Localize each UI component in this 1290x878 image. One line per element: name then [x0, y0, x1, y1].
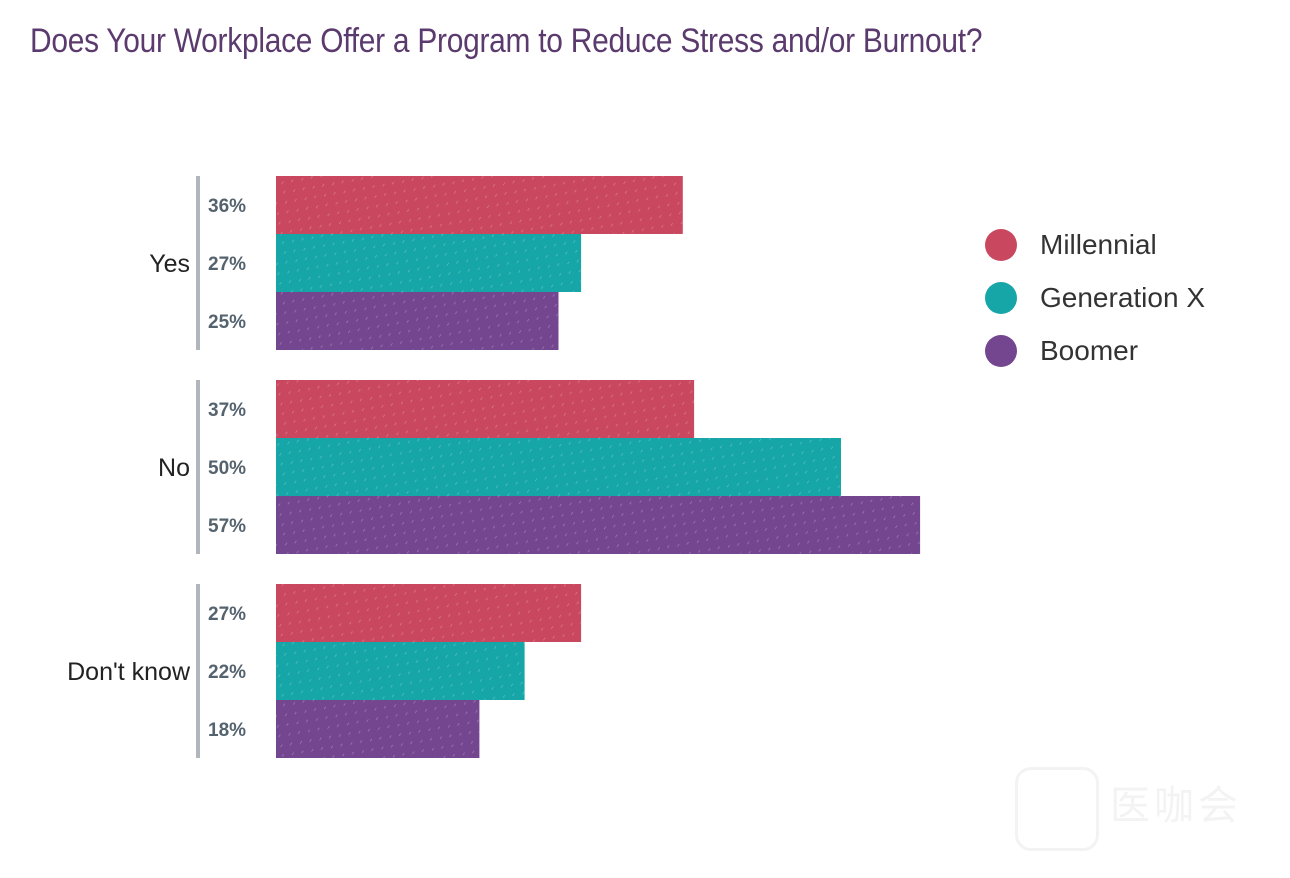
value-label-don-t-know-millennial: 27%	[208, 604, 246, 625]
legend-item-generation-x: Generation X	[985, 271, 1205, 324]
legend: Millennial Generation X Boomer	[985, 218, 1205, 377]
value-label-yes-millennial: 36%	[208, 196, 246, 217]
watermark-text: 医咖会	[1110, 783, 1242, 829]
category-label-don-t-know: Don't know	[67, 658, 191, 686]
bar-texture-no-generation-x	[276, 438, 841, 496]
value-label-no-boomer: 57%	[208, 516, 246, 537]
bar-texture-yes-millennial	[276, 176, 683, 234]
legend-label-generation-x: Generation X	[1040, 281, 1205, 313]
legend-swatch-generation-x	[985, 281, 1017, 314]
bar-texture-yes-generation-x	[276, 234, 582, 292]
legend-swatch-boomer	[985, 334, 1017, 367]
bar-texture-no-millennial	[276, 380, 695, 438]
value-label-yes-boomer: 25%	[208, 312, 246, 333]
bar-texture-don-t-know-boomer	[276, 700, 480, 758]
category-label-no: No	[158, 454, 190, 482]
legend-item-millennial: Millennial	[985, 218, 1205, 271]
value-label-don-t-know-generation-x: 22%	[208, 662, 246, 683]
legend-swatch-millennial	[985, 228, 1017, 261]
chart-title: Does Your Workplace Offer a Program to R…	[30, 22, 983, 60]
legend-label-boomer: Boomer	[1040, 334, 1139, 366]
watermark-logo-icon	[1015, 767, 1099, 851]
category-label-yes: Yes	[149, 250, 190, 278]
legend-item-boomer: Boomer	[985, 324, 1205, 377]
value-label-no-generation-x: 50%	[208, 458, 246, 479]
watermark: 医咖会	[1010, 765, 1250, 851]
value-label-don-t-know-boomer: 18%	[208, 720, 246, 741]
bar-texture-no-boomer	[276, 496, 921, 554]
bar-texture-don-t-know-millennial	[276, 584, 582, 642]
value-label-yes-generation-x: 27%	[208, 254, 246, 275]
value-label-no-millennial: 37%	[208, 400, 246, 421]
legend-label-millennial: Millennial	[1040, 228, 1157, 260]
bar-texture-yes-boomer	[276, 292, 559, 350]
bar-texture-don-t-know-generation-x	[276, 642, 525, 700]
